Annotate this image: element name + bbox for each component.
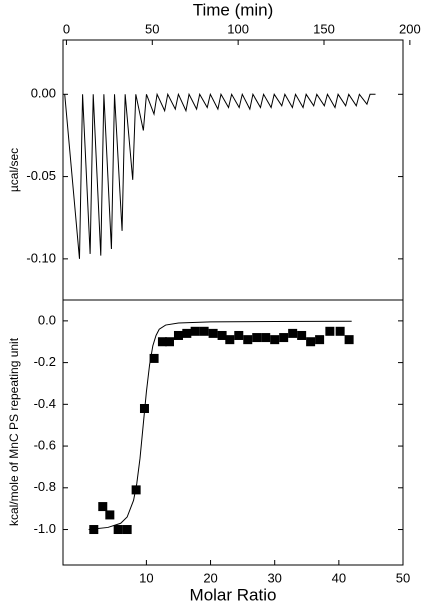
x-axis-title: Time (min) <box>193 0 274 19</box>
x-tick-label: 50 <box>145 21 159 36</box>
data-point <box>279 333 289 343</box>
x-tick-label: 0 <box>63 21 70 36</box>
x-tick-label: 40 <box>332 570 346 585</box>
data-point <box>297 330 307 340</box>
data-point <box>243 335 253 345</box>
x-axis-title: Molar Ratio <box>190 585 277 604</box>
y-tick-label: -0.2 <box>34 354 56 369</box>
fit-line <box>88 320 352 531</box>
data-point <box>335 326 345 336</box>
y-tick-label: -0.6 <box>34 438 56 453</box>
data-point <box>325 326 335 336</box>
y-tick-label: 0.00 <box>31 86 56 101</box>
data-point <box>131 485 141 495</box>
data-point <box>234 330 244 340</box>
data-point <box>252 333 262 343</box>
data-point <box>122 525 132 535</box>
y-axis-title: µcal/sec <box>7 148 21 192</box>
data-point <box>306 337 316 347</box>
data-point <box>113 525 123 535</box>
x-tick-label: 200 <box>399 21 421 36</box>
y-tick-label: -0.8 <box>34 479 56 494</box>
top-frame <box>62 39 404 301</box>
data-point <box>164 337 174 347</box>
data-point <box>98 502 108 512</box>
thermogram-line <box>64 92 376 259</box>
data-point <box>315 335 325 345</box>
x-tick-label: 20 <box>203 570 217 585</box>
x-tick-label: 150 <box>313 21 335 36</box>
data-point <box>105 510 115 520</box>
data-point <box>199 326 209 336</box>
y-tick-label: 0.0 <box>38 312 56 327</box>
bottom-frame <box>62 299 404 566</box>
x-tick-label: 100 <box>227 21 249 36</box>
x-tick-label: 10 <box>139 570 153 585</box>
data-point <box>270 335 280 345</box>
y-tick-label: -0.10 <box>26 250 56 265</box>
data-point <box>149 353 159 363</box>
data-point <box>344 335 354 345</box>
y-tick-label: -1.0 <box>34 521 56 536</box>
y-axis-title: kcal/mole of MnC PS repeating unit <box>7 337 21 526</box>
x-tick-label: 50 <box>396 570 410 585</box>
data-point <box>288 328 298 338</box>
x-tick-label: 30 <box>267 570 281 585</box>
y-tick-label: -0.05 <box>26 168 56 183</box>
data-point <box>182 328 192 338</box>
data-point <box>190 326 200 336</box>
data-point <box>208 328 218 338</box>
data-point <box>89 525 99 535</box>
data-point <box>173 330 183 340</box>
data-point <box>217 330 227 340</box>
data-point <box>225 335 235 345</box>
data-point <box>261 333 271 343</box>
y-tick-label: -0.4 <box>34 396 56 411</box>
data-point <box>157 337 167 347</box>
